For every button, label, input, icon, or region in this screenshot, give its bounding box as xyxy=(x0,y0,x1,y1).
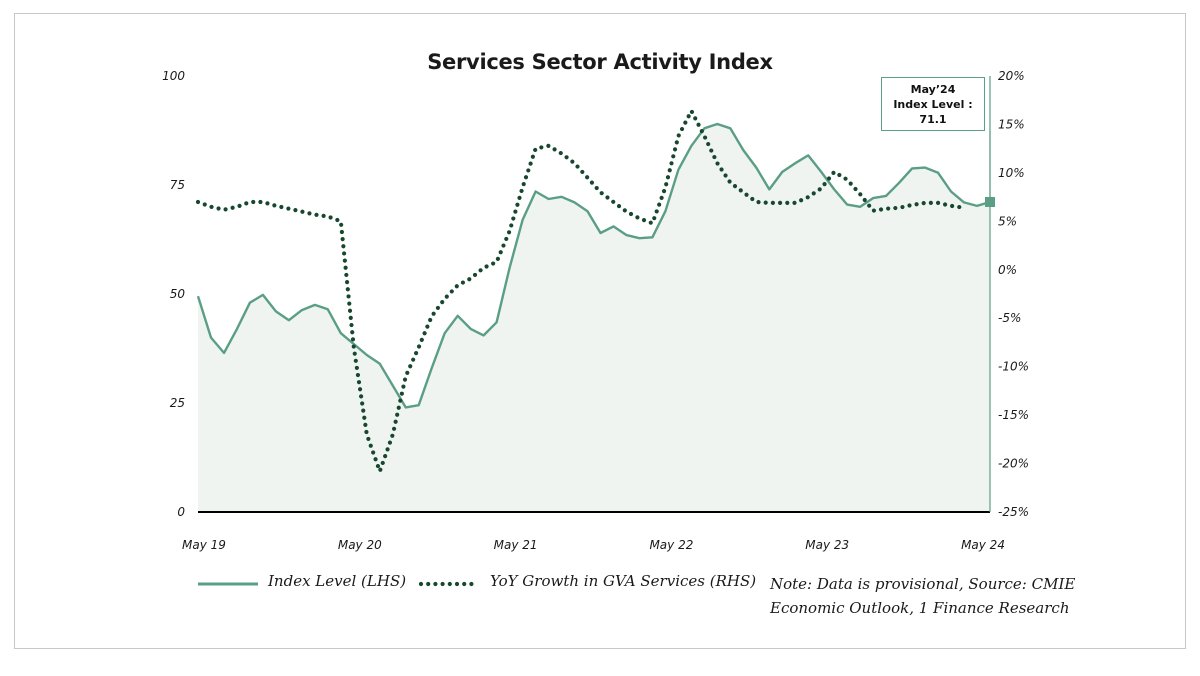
left-tick-label: 0 xyxy=(177,505,185,519)
annotation-layer xyxy=(985,131,995,208)
growth-line-layer xyxy=(195,106,967,478)
left-axis-ticks: 100 75 50 25 0 xyxy=(162,69,185,519)
callout-line-2: Index Level : xyxy=(893,98,973,111)
index-area xyxy=(198,124,990,512)
left-tick-label: 75 xyxy=(170,178,185,192)
x-tick-label: May 19 xyxy=(182,538,226,552)
index-level-line xyxy=(196,122,991,409)
index-callout-box: May’24 Index Level : 71.1 xyxy=(881,77,985,131)
right-tick-label: 15% xyxy=(998,117,1025,131)
legend-growth-swatch xyxy=(418,581,474,587)
right-tick-label: -10% xyxy=(998,360,1029,374)
x-tick-label: May 23 xyxy=(805,538,849,552)
left-tick-label: 100 xyxy=(162,69,185,83)
legend-dot xyxy=(469,581,474,587)
right-tick-label: 20% xyxy=(998,69,1025,83)
x-tick-label: May 22 xyxy=(649,538,693,552)
index-area-layer xyxy=(198,124,990,512)
legend-dot xyxy=(418,581,424,587)
right-tick-label: -25% xyxy=(998,505,1029,519)
x-tick-label: May 20 xyxy=(338,538,382,552)
right-tick-label: -5% xyxy=(998,311,1021,325)
legend-growth-label: YoY Growth in GVA Services (RHS) xyxy=(490,572,757,590)
right-tick-label: 5% xyxy=(998,214,1017,228)
chart-frame xyxy=(14,13,1186,649)
source-note: Note: Data is provisional, Source: CMIE … xyxy=(770,575,1076,617)
x-tick-label: May 21 xyxy=(494,538,538,552)
legend-dot xyxy=(440,581,445,587)
left-tick-label: 25 xyxy=(170,396,185,410)
legend-dot xyxy=(433,581,438,587)
right-tick-label: -20% xyxy=(998,457,1029,471)
x-tick-label: May 24 xyxy=(961,538,1005,552)
legend-dot xyxy=(462,581,467,587)
right-tick-label: -15% xyxy=(998,408,1029,422)
yoy-growth-line xyxy=(195,106,967,478)
chart-title: Services Sector Activity Index xyxy=(427,50,773,74)
legend-index-label: Index Level (LHS) xyxy=(268,572,407,590)
x-axis-ticks: May 19 May 20 May 21 May 22 May 23 May 24 xyxy=(182,538,1005,552)
right-tick-label: 10% xyxy=(998,166,1025,180)
callout-line-3: 71.1 xyxy=(919,113,947,126)
right-tick-label: 0% xyxy=(998,263,1017,277)
index-line-layer xyxy=(196,122,991,409)
callout-line-1: May’24 xyxy=(910,83,956,96)
left-tick-label: 50 xyxy=(170,287,186,301)
legend-dot xyxy=(447,581,452,587)
legend-dot xyxy=(454,581,460,587)
last-point-marker xyxy=(985,197,995,208)
right-axis-ticks: 20% 15% 10% 5% 0% -5% -10% -15% -20% -25% xyxy=(998,69,1029,519)
legend-dot xyxy=(426,581,431,587)
